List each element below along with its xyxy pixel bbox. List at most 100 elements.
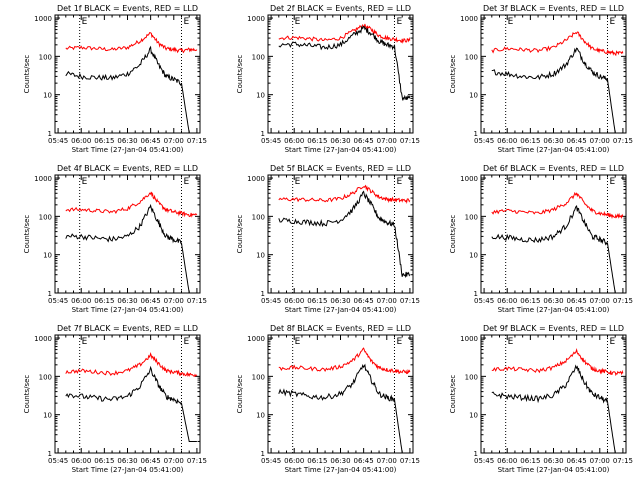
y-tick-label: 1000 — [34, 15, 52, 23]
x-tick-label: 07:00 — [377, 137, 397, 145]
x-tick-label: 07:00 — [590, 137, 610, 145]
x-tick-label: 05:45 — [48, 297, 68, 305]
panel-title: Det 4f BLACK = Events, RED = LLD — [57, 164, 198, 173]
y-axis-label: Counts/sec — [23, 215, 31, 254]
x-tick-label: 06:00 — [71, 137, 91, 145]
y-tick-label: 1000 — [460, 175, 478, 183]
x-tick-label: 07:15 — [187, 297, 207, 305]
plot-frame — [267, 14, 414, 134]
x-tick-label: 07:15 — [400, 297, 420, 305]
x-tick-label: 06:45 — [141, 297, 161, 305]
x-axis-label: Start Time (27-Jan-04 05:41:00) — [72, 466, 184, 474]
x-tick-label: 07:15 — [400, 137, 420, 145]
x-tick-label: 06:45 — [567, 297, 587, 305]
interval-marker-label: E — [396, 17, 402, 27]
x-tick-label: 07:15 — [400, 457, 420, 465]
y-tick-label: 1 — [474, 130, 478, 138]
x-tick-label: 05:45 — [48, 137, 68, 145]
x-tick-label: 05:45 — [261, 137, 281, 145]
panel-title: Det 5f BLACK = Events, RED = LLD — [270, 164, 411, 173]
y-axis-label: Counts/sec — [449, 375, 457, 414]
x-tick-label: 06:30 — [543, 457, 563, 465]
x-tick-label: 06:15 — [307, 137, 327, 145]
x-tick-label: 06:30 — [330, 297, 350, 305]
y-tick-label: 10 — [43, 412, 52, 420]
x-tick-label: 06:45 — [354, 457, 374, 465]
plot-panel-8: Det 8f BLACK = Events, RED = LLD 1 10 100 10… — [236, 324, 420, 474]
x-tick-label: 06:15 — [307, 457, 327, 465]
panel-title: Det 3f BLACK = Events, RED = LLD — [483, 4, 624, 13]
x-tick-label: 06:30 — [117, 457, 137, 465]
y-axis-label: Counts/sec — [236, 375, 244, 414]
x-tick-label: 06:45 — [567, 457, 587, 465]
interval-marker-label: E — [183, 17, 189, 27]
plot-panel-6: Det 6f BLACK = Events, RED = LLD 1 10 100 10… — [449, 164, 633, 314]
y-tick-label: 100 — [465, 373, 478, 381]
x-tick-label: 06:00 — [497, 137, 517, 145]
interval-marker-label: E — [609, 337, 615, 347]
x-tick-label: 07:00 — [377, 457, 397, 465]
panel-title: Det 7f BLACK = Events, RED = LLD — [57, 324, 198, 333]
x-tick-label: 07:15 — [187, 457, 207, 465]
x-tick-label: 07:00 — [164, 297, 184, 305]
plot-panel-2: Det 2f BLACK = Events, RED = LLD 1 10 100 10… — [236, 4, 420, 154]
y-tick-label: 1000 — [247, 15, 265, 23]
interval-marker-label: E — [396, 337, 402, 347]
y-axis-label: Counts/sec — [23, 55, 31, 94]
x-tick-label: 07:00 — [377, 297, 397, 305]
events-series-line — [491, 205, 623, 294]
y-tick-label: 10 — [43, 252, 52, 260]
lld-series-line — [65, 352, 198, 378]
y-tick-label: 100 — [252, 213, 265, 221]
x-tick-label: 05:45 — [261, 297, 281, 305]
x-tick-label: 06:00 — [284, 297, 304, 305]
y-tick-label: 1 — [474, 290, 478, 298]
x-tick-label: 06:45 — [354, 137, 374, 145]
x-tick-label: 06:00 — [284, 457, 304, 465]
x-tick-label: 06:30 — [117, 137, 137, 145]
plot-panel-9: Det 9f BLACK = Events, RED = LLD 1 10 100 10… — [449, 324, 633, 474]
y-tick-label: 1000 — [460, 335, 478, 343]
y-tick-label: 100 — [252, 53, 265, 61]
interval-marker-label: E — [295, 337, 301, 347]
x-tick-label: 06:45 — [141, 137, 161, 145]
x-tick-label: 06:30 — [330, 457, 350, 465]
x-tick-label: 06:15 — [520, 297, 540, 305]
interval-marker-label: E — [508, 17, 514, 27]
interval-marker-label: E — [396, 177, 402, 187]
x-tick-label: 07:00 — [590, 297, 610, 305]
x-axis-label: Start Time (27-Jan-04 05:41:00) — [498, 306, 610, 314]
x-tick-label: 06:30 — [543, 137, 563, 145]
y-axis-label: Counts/sec — [236, 55, 244, 94]
events-series-line — [491, 364, 623, 454]
interval-marker-label: E — [609, 17, 615, 27]
y-tick-label: 1000 — [247, 335, 265, 343]
y-tick-label: 10 — [256, 412, 265, 420]
events-series-line — [491, 47, 623, 134]
x-axis-label: Start Time (27-Jan-04 05:41:00) — [72, 146, 184, 154]
x-tick-label: 06:00 — [497, 457, 517, 465]
x-axis-label: Start Time (27-Jan-04 05:41:00) — [285, 146, 397, 154]
x-tick-label: 05:45 — [48, 457, 68, 465]
plot-panel-3: Det 3f BLACK = Events, RED = LLD 1 10 100 10… — [449, 4, 633, 154]
x-tick-label: 06:30 — [543, 297, 563, 305]
plot-panel-7: Det 7f BLACK = Events, RED = LLD 1 10 100 10… — [23, 324, 207, 474]
y-tick-label: 100 — [39, 213, 52, 221]
x-tick-label: 05:45 — [261, 457, 281, 465]
x-tick-label: 05:45 — [474, 137, 494, 145]
y-tick-label: 1000 — [247, 175, 265, 183]
y-tick-label: 1000 — [34, 335, 52, 343]
y-axis-label: Counts/sec — [23, 375, 31, 414]
interval-marker-label: E — [295, 17, 301, 27]
plot-frame — [480, 174, 627, 294]
x-tick-label: 06:15 — [307, 297, 327, 305]
y-tick-label: 1000 — [460, 15, 478, 23]
interval-marker-label: E — [508, 337, 514, 347]
lld-series-line — [65, 191, 198, 218]
x-tick-label: 06:00 — [497, 297, 517, 305]
x-tick-label: 06:15 — [94, 457, 114, 465]
lld-series-line — [278, 184, 411, 205]
y-tick-label: 1000 — [34, 175, 52, 183]
interval-marker-label: E — [82, 337, 88, 347]
